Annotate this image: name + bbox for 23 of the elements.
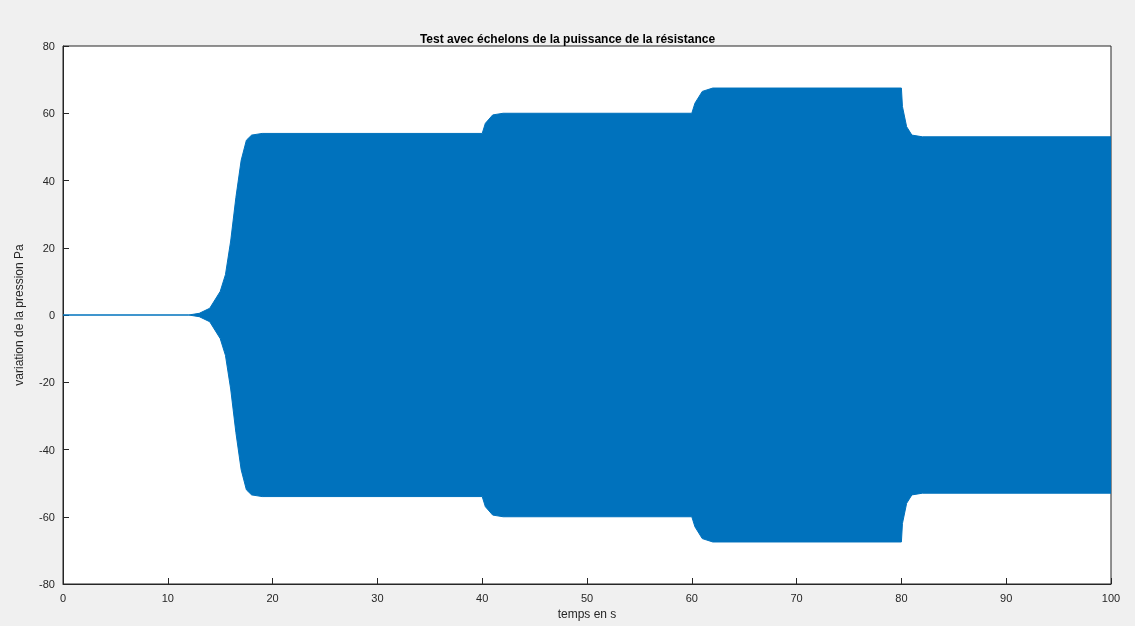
y-tick-label: -80 — [39, 578, 55, 590]
y-tick-label: 0 — [48, 309, 55, 321]
y-tick-label: -40 — [39, 443, 55, 456]
y-tick-label: 60 — [42, 107, 55, 120]
x-tick-label: 30 — [371, 591, 384, 604]
x-axis-title: temps en s — [557, 606, 617, 621]
chart-title: Test avec échelons de la puissance de la résistance — [419, 32, 716, 46]
x-tick-label: 80 — [895, 591, 908, 604]
y-tick-label: 80 — [42, 40, 55, 52]
x-tick-label: 10 — [161, 591, 174, 604]
x-tick-label: 50 — [580, 591, 594, 604]
y-tick-label: 20 — [42, 241, 55, 254]
x-tick-label: 90 — [1000, 591, 1013, 604]
x-tick-label: 40 — [476, 591, 489, 604]
x-tick-label: 0 — [59, 591, 67, 604]
x-tick-label: 70 — [790, 591, 803, 604]
y-tick-label: 40 — [42, 174, 55, 187]
y-tick-label: -20 — [39, 376, 55, 389]
y-axis-title: variation de la pression Pa — [12, 243, 26, 386]
x-tick-label: 20 — [266, 591, 279, 604]
x-tick-label: 100 — [1101, 591, 1121, 604]
x-tick-label: 60 — [685, 591, 698, 604]
y-tick-label: -60 — [39, 510, 55, 523]
